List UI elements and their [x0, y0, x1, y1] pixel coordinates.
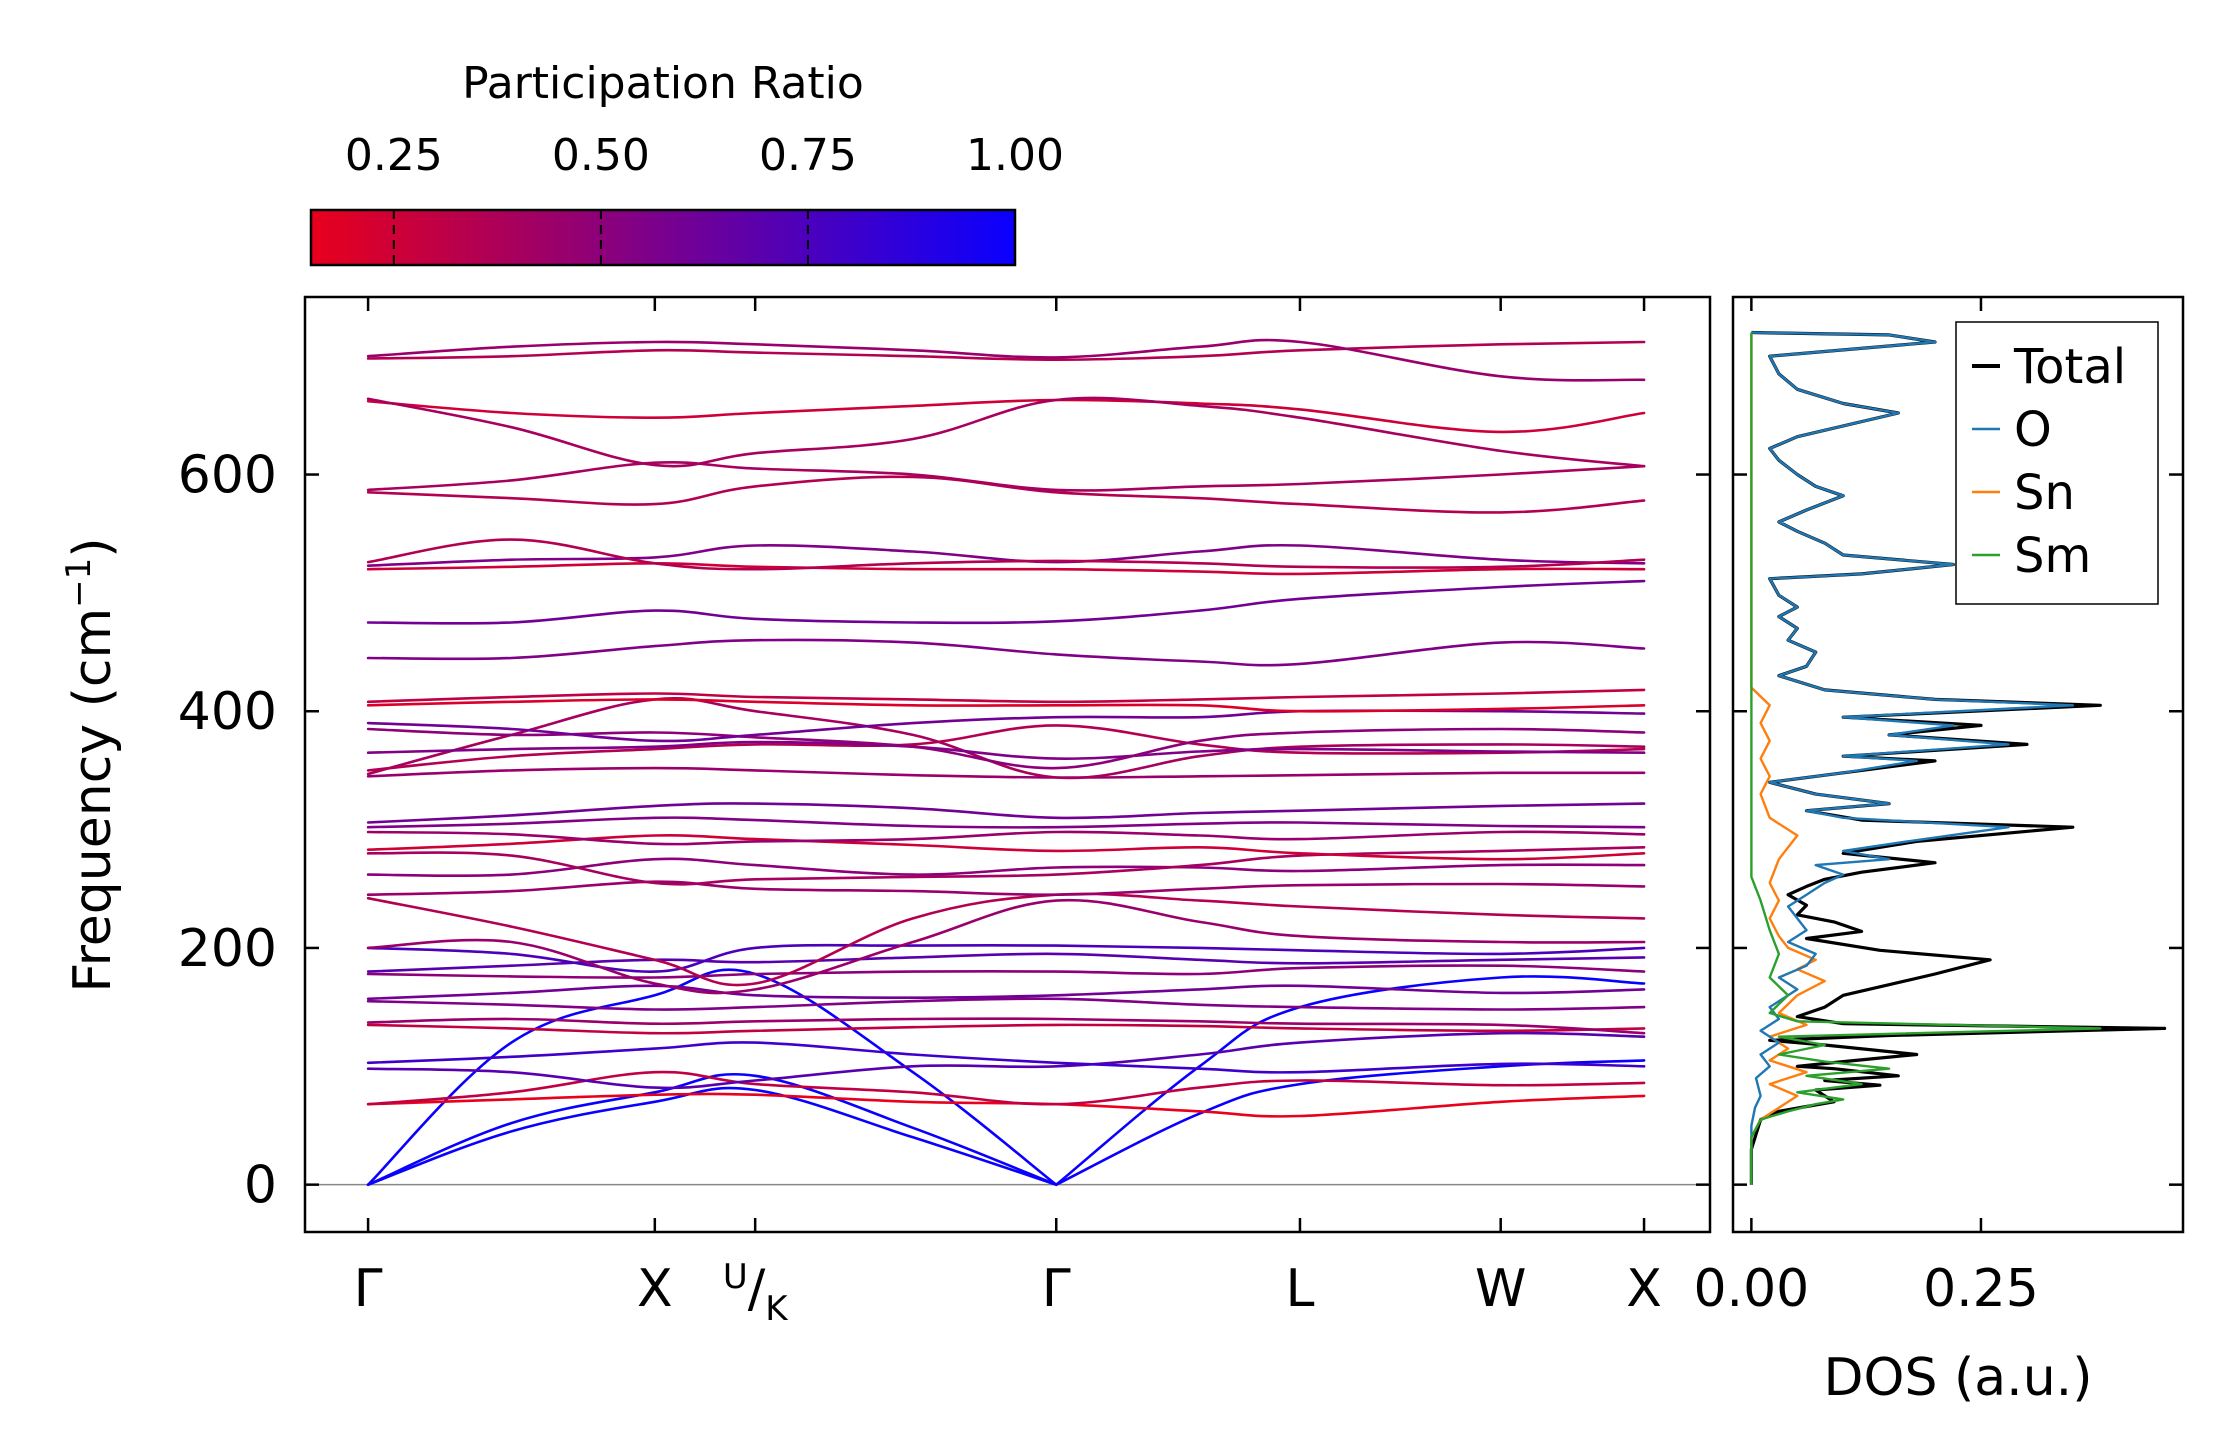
colorbar-gradient [309, 208, 1017, 267]
legend-label-total: Total [2013, 339, 2126, 395]
colorbar-tick-label: 1.00 [966, 130, 1064, 181]
band-axes: 0 200 400 600 Γ X U/K Γ L W X [178, 297, 1710, 1329]
band-b662 [366, 398, 1646, 434]
band-lines [305, 338, 1710, 1186]
band-b157 [366, 984, 1646, 1001]
band-b350 [366, 724, 1646, 772]
dos-series-sm [1750, 332, 2102, 1185]
y-tick-label: 600 [178, 446, 277, 506]
band-acoustic-4 [1054, 1059, 1646, 1186]
band-b405 [366, 698, 1646, 713]
band-b475 [366, 579, 1646, 625]
y-tick-label: 400 [178, 682, 277, 742]
band-acoustic-1 [366, 1086, 1058, 1186]
y-tick-label: 0 [244, 1156, 277, 1216]
band-b262 [366, 857, 1646, 878]
band-b185 [366, 952, 1646, 973]
k-point-label: X [637, 1259, 673, 1319]
band-b365 [366, 740, 1646, 760]
band-b408 [366, 688, 1646, 704]
colorbar-tick-label: 0.75 [759, 130, 857, 181]
k-point-label: X [1626, 1259, 1662, 1319]
band-b526 [366, 538, 1646, 571]
band-b302 [366, 816, 1646, 829]
band-b523 [366, 543, 1646, 567]
band-b664 [366, 396, 1646, 468]
band-b245 [366, 880, 1646, 897]
dos-x-tick-label: 0.25 [1923, 1259, 2039, 1319]
band-acoustic-2 [366, 1072, 1058, 1186]
dos-x-axis-title: DOS (a.u.) [1824, 1348, 2093, 1408]
dos-frame [1731, 295, 2185, 1234]
band-structure-panel: 0 200 400 600 Γ X U/K Γ L W X Frequency (cm−1) [59, 295, 1712, 1329]
legend-label-sn: Sn [2014, 465, 2075, 521]
dos-lines [1749, 330, 2167, 1185]
band-b700 [366, 338, 1646, 382]
k-point-label: Γ [1042, 1259, 1071, 1319]
colorbar-ticks: 0.25 0.50 0.75 1.00 [345, 130, 1064, 265]
k-point-label: U/K [723, 1257, 789, 1329]
y-axis-title: Frequency (cm−1) [59, 537, 123, 992]
band-b306 [366, 802, 1646, 824]
dos-legend: Total O Sn Sm [1955, 321, 2159, 605]
band-b698 [366, 340, 1646, 361]
band-b202 [366, 898, 1646, 995]
band-b103 [366, 1041, 1646, 1074]
colorbar-tick-label: 0.50 [552, 130, 650, 181]
band-b587 [366, 460, 1646, 492]
dos-series-o [1750, 331, 2074, 1185]
colorbar-tick-label: 0.25 [345, 130, 443, 181]
band-frame [303, 295, 1712, 1234]
legend-items: Total O Sn Sm [1972, 339, 2126, 584]
band-b178 [366, 964, 1646, 979]
band-b200 [366, 943, 1646, 973]
band-b242 [366, 892, 1646, 987]
legend-label-sm: Sm [2014, 528, 2091, 584]
band-b135 [366, 1023, 1646, 1035]
band-b137 [366, 1017, 1646, 1035]
dos-axes: 0.00 0.25 [1693, 297, 2183, 1319]
band-b385 [366, 727, 1646, 770]
band-b98 [366, 1031, 1646, 1090]
band-b280 [366, 846, 1646, 886]
dos-x-tick-label: 0.00 [1693, 1259, 1809, 1319]
band-b67 [366, 1092, 1646, 1118]
legend-box [1955, 321, 2159, 605]
dos-series-sn [1750, 332, 1826, 1185]
band-b298 [366, 830, 1646, 846]
band-b445 [366, 638, 1646, 667]
band-b345 [366, 766, 1646, 779]
k-point-label: W [1475, 1259, 1526, 1319]
colorbar: Participation Ratio 0.25 0.50 0.75 1.00 [309, 58, 1064, 267]
band-b155 [366, 997, 1646, 1011]
band-b390 [366, 709, 1646, 743]
band-b520 [366, 562, 1646, 576]
band-b283 [366, 834, 1646, 861]
dos-panel: 0.00 0.25 DOS (a.u.) Total O Sn Sm [1693, 295, 2185, 1408]
k-point-label: L [1285, 1259, 1314, 1319]
band-b585 [366, 475, 1646, 514]
legend-label-o: O [2014, 402, 2052, 458]
k-point-label: Γ [354, 1259, 383, 1319]
colorbar-title: Participation Ratio [462, 58, 864, 109]
y-tick-label: 200 [178, 919, 277, 979]
